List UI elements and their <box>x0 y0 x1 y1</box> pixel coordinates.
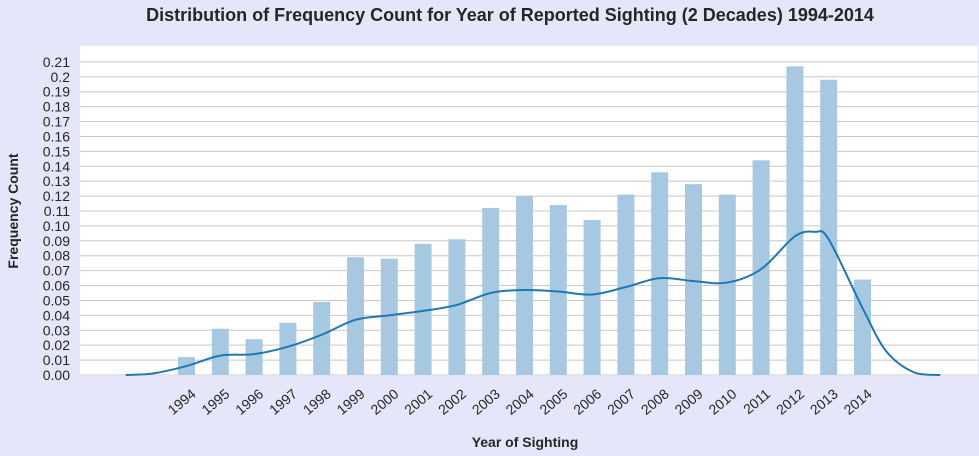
x-tick-label: 1994 <box>165 385 199 417</box>
density-curve <box>125 230 941 376</box>
y-tick-label: 0.16 <box>43 128 70 144</box>
x-tick-label: 2007 <box>604 385 638 417</box>
bar-1995 <box>211 328 229 375</box>
bar-2006 <box>583 219 601 375</box>
y-tick-label: 0.10 <box>43 218 70 234</box>
y-tick-label: 0.01 <box>43 352 70 368</box>
x-tick-label: 2009 <box>672 385 706 417</box>
x-tick-label: 2004 <box>503 385 537 417</box>
y-tick-label: 0.18 <box>43 99 70 115</box>
bar-2008 <box>651 172 669 375</box>
y-axis-label: Frequency Count <box>5 153 21 268</box>
x-tick-label: 1997 <box>266 385 300 417</box>
y-tick-label: 0.17 <box>43 114 70 130</box>
bar-2001 <box>414 243 432 375</box>
y-tick-label: 0.15 <box>43 143 70 159</box>
bar-2009 <box>685 184 702 375</box>
x-tick-label: 2013 <box>807 385 841 417</box>
y-tick-label: 0.14 <box>43 158 70 174</box>
x-tick-label: 1995 <box>198 385 232 417</box>
y-tick-label: 0.19 <box>43 84 70 100</box>
bar-1997 <box>279 322 297 375</box>
x-tick-label: 2010 <box>705 385 739 417</box>
y-tick-label: 0.12 <box>43 188 70 204</box>
bar-1996 <box>245 339 263 375</box>
y-tick-label: 0.03 <box>43 322 70 338</box>
bar-2013 <box>820 79 838 376</box>
y-tick-label: 0.09 <box>43 233 70 249</box>
bar-2012 <box>786 66 804 375</box>
y-tick-label: 0.21 <box>43 54 70 70</box>
bar-2010 <box>718 194 736 375</box>
y-tick-label: 0.11 <box>44 203 70 219</box>
x-tick-label: 1996 <box>232 385 266 417</box>
bar-2000 <box>380 258 398 375</box>
chart-title: Distribution of Frequency Count for Year… <box>146 5 874 25</box>
x-tick-label: 1999 <box>334 385 368 417</box>
x-tick-label: 2005 <box>536 385 570 417</box>
x-tick-label: 2003 <box>469 385 503 417</box>
x-tick-label: 2001 <box>401 385 435 417</box>
y-tick-label: 0.07 <box>43 263 70 279</box>
y-tick-label: 0.08 <box>43 248 70 264</box>
x-tick-label: 1998 <box>300 385 334 417</box>
y-tick-label: 0.00 <box>43 367 70 383</box>
x-axis-label: Year of Sighting <box>472 434 579 450</box>
x-tick-label: 2000 <box>367 385 401 417</box>
x-tick-label: 2012 <box>773 385 807 417</box>
bar-2005 <box>549 205 567 375</box>
bar-1998 <box>313 301 331 375</box>
y-tick-label: 0.13 <box>43 173 70 189</box>
bar-1999 <box>347 257 364 375</box>
x-tick-label: 2006 <box>570 385 604 417</box>
bar-2004 <box>516 196 533 375</box>
y-tick-label: 0.06 <box>43 278 70 294</box>
bar-2007 <box>617 194 635 375</box>
x-tick-label: 2008 <box>638 385 672 417</box>
bar-2002 <box>448 239 466 375</box>
y-tick-label: 0.2 <box>51 69 71 85</box>
y-tick-label: 0.05 <box>43 292 70 308</box>
y-tick-label: 0.04 <box>43 307 70 323</box>
bar-2014 <box>854 279 871 375</box>
bar-2003 <box>482 208 500 375</box>
x-tick-label: 2014 <box>841 385 875 417</box>
bar-2011 <box>752 160 770 375</box>
x-tick-label: 2011 <box>740 385 774 417</box>
x-tick-label: 2002 <box>435 385 469 417</box>
y-tick-label: 0.02 <box>43 337 70 353</box>
